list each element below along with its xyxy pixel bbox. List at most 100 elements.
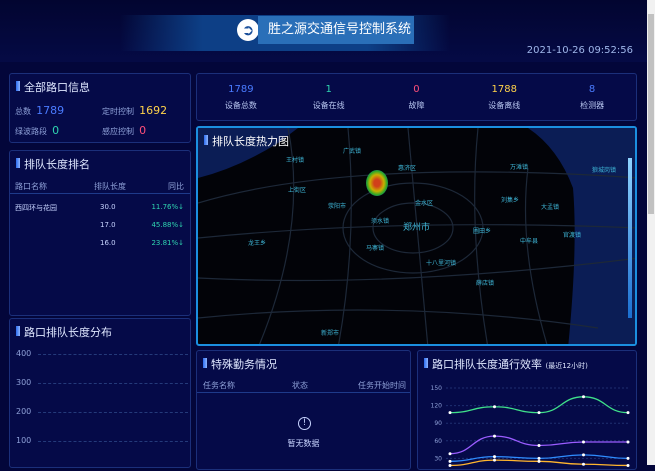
stat-label: 设备离线: [488, 101, 521, 110]
stat-item: 8 检测器: [552, 84, 632, 111]
map-label: 圃田乡: [473, 228, 492, 235]
series-line: [449, 396, 629, 414]
row-yoy: 45.88%↓: [151, 221, 184, 229]
datetime: 2021-10-26 09:52:56: [526, 45, 633, 56]
data-point: [626, 440, 630, 444]
timed-value: 1692: [139, 104, 168, 117]
map-label: 狼城岗镇: [592, 167, 617, 174]
map-label: 广武镇: [343, 148, 362, 155]
map-label: 惠济区: [398, 165, 417, 172]
col-yoy: 同比: [168, 182, 184, 191]
map-label: 刘集乡: [501, 197, 520, 204]
row-length: 17.0: [100, 221, 116, 229]
header: ➲ 胜之源交通信号控制系统 2021-10-26 09:52:56: [0, 0, 647, 62]
y-tick: 200: [16, 407, 32, 416]
stat-label: 设备在线: [312, 101, 345, 110]
logo-icon: ➲: [237, 19, 259, 41]
data-point: [626, 463, 630, 467]
induction-label: 感应控制: [102, 127, 134, 136]
panel-title: 特殊勤务情况: [203, 356, 277, 372]
col-name: 路口名称: [15, 182, 47, 191]
tasks-panel: 特殊勤务情况 任务名称 状态 任务开始时间 ! 暂无数据: [196, 350, 411, 470]
total-value: 1789: [36, 104, 65, 117]
efficiency-chart: 150 120 90 60 30: [431, 385, 630, 467]
map-label: 官渡镇: [563, 232, 582, 239]
col-length: 排队长度: [94, 182, 126, 191]
stat-value: 8: [588, 84, 596, 95]
map-label: 上街区: [288, 187, 307, 194]
col-task-name: 任务名称: [203, 381, 235, 390]
warning-icon: !: [298, 417, 311, 430]
panel-title: 全部路口信息: [16, 79, 90, 95]
app-title: 胜之源交通信号控制系统: [258, 16, 414, 44]
y-tick-label: 120: [431, 403, 443, 410]
panel-title: 路口排队长度分布: [16, 324, 112, 340]
stat-value: 1788: [491, 84, 517, 95]
map-label: 荥阳市: [328, 203, 347, 210]
map-label: 金水区: [415, 200, 434, 207]
scrollbar-thumb[interactable]: [648, 14, 654, 214]
row-length: 30.0: [100, 203, 116, 211]
data-point: [537, 411, 541, 415]
total-label: 总数: [15, 107, 31, 116]
y-tick: 300: [16, 378, 32, 387]
stat-label: 检测器: [580, 101, 605, 110]
map-label: 龙王乡: [248, 240, 267, 247]
data-point: [626, 411, 630, 415]
map-label: 须水镇: [371, 218, 390, 225]
row-yoy: 11.76%↓: [151, 203, 184, 211]
data-point: [537, 459, 541, 463]
y-tick-label: 150: [431, 385, 443, 392]
stat-label: 故障: [408, 101, 425, 110]
efficiency-panel: 路口排队长度通行效率 (最近12小时) 150 120 90 60 30: [417, 350, 637, 470]
data-point: [448, 459, 452, 463]
panel-title: 路口排队长度通行效率: [432, 358, 542, 371]
map-label: 马寨镇: [366, 245, 385, 252]
y-tick-label: 60: [434, 438, 442, 445]
stat-item: 0 故障: [376, 84, 456, 111]
data-point: [493, 455, 496, 459]
map-label: 王村镇: [286, 157, 305, 164]
page-scrollbar[interactable]: [647, 0, 655, 465]
data-point: [582, 395, 585, 399]
data-point: [493, 458, 496, 462]
stat-item: 1 设备在线: [289, 84, 369, 111]
row-length: 16.0: [100, 239, 116, 247]
map-label: 薛店镇: [476, 280, 495, 287]
y-tick: 400: [16, 349, 32, 358]
data-point: [582, 453, 585, 457]
y-tick: 100: [16, 436, 32, 445]
map-label: 新郑市: [321, 330, 340, 337]
timed-label: 定时控制: [102, 107, 134, 116]
map-label: 中牟县: [520, 238, 539, 245]
data-point: [537, 456, 541, 460]
y-tick-label: 90: [434, 420, 442, 427]
map-roads: [198, 128, 635, 344]
panel-title: 排队长度排名: [16, 156, 90, 172]
stat-value: 1789: [228, 84, 254, 95]
data-point: [448, 452, 452, 456]
map-label: 十八里河镇: [426, 260, 457, 267]
stat-value: 1: [325, 84, 332, 95]
data-point: [582, 440, 585, 444]
data-point: [448, 463, 452, 467]
data-point: [582, 462, 585, 466]
data-point: [493, 434, 496, 438]
panel-subtitle: (最近12小时): [545, 362, 588, 370]
row-name: 西四环与花园: [15, 204, 57, 212]
y-tick-label: 30: [434, 455, 442, 462]
panel-title: 排队长度热力图: [204, 133, 289, 149]
heat-spot: [366, 170, 388, 196]
stat-item: 1788 设备离线: [464, 84, 544, 111]
heatmap-panel[interactable]: 广武镇 王村镇 惠济区 万滩镇 狼城岗镇 上街区 荥阳市 金水区 刘集乡 大孟镇 须水镇 郑州市 圃田乡…: [196, 126, 637, 346]
induction-value: 0: [139, 124, 147, 137]
data-point: [537, 443, 541, 447]
distribution-panel: 路口排队长度分布 400 300 200 100: [9, 318, 191, 468]
device-stats-panel: 1789 设备总数 1 设备在线 0 故障 1788 设备离线 8 检测器: [196, 73, 637, 121]
data-point: [493, 405, 496, 409]
empty-text: 暂无数据: [287, 439, 320, 448]
map-label: 郑州市: [403, 223, 431, 233]
data-point: [626, 456, 630, 460]
intersection-info-panel: 全部路口信息 总数 1789 定时控制 1692 绿波路段 0 感应控制 0: [9, 73, 191, 143]
stat-item: 1789 设备总数: [201, 84, 281, 111]
